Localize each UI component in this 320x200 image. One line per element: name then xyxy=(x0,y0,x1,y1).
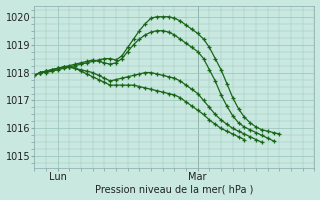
X-axis label: Pression niveau de la mer( hPa ): Pression niveau de la mer( hPa ) xyxy=(95,184,253,194)
